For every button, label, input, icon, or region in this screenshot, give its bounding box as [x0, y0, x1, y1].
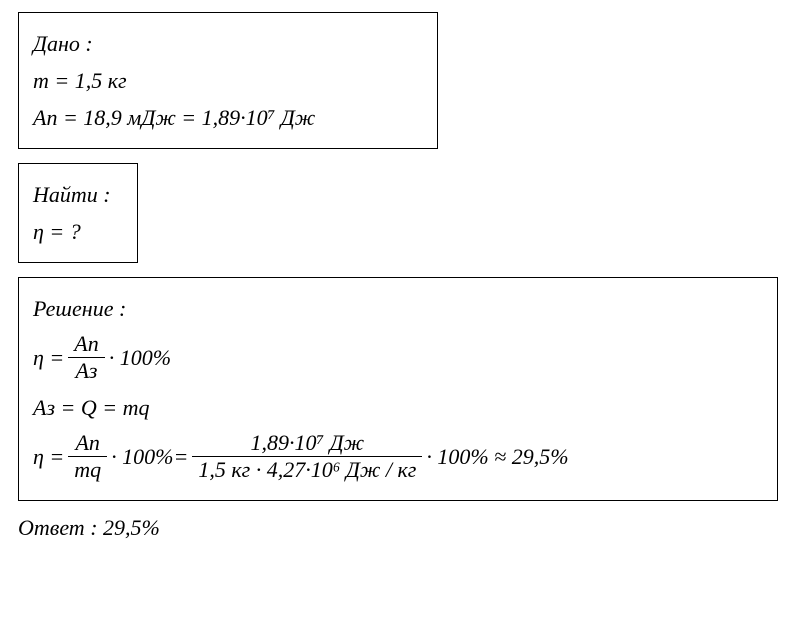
eta-symbol-2: η = — [33, 444, 64, 470]
given-heading: Дано : — [33, 27, 423, 60]
find-box: Найти : η = ? — [18, 163, 138, 263]
answer-line: Ответ : 29,5% — [18, 515, 782, 541]
az-equation: Aз = Q = mq — [33, 391, 763, 424]
percent-2: · 100% — [111, 444, 173, 470]
frac3-num: 1,89·10⁷ Дж — [192, 430, 422, 457]
fraction-1: Aп Aз — [68, 331, 104, 385]
eta-symbol: η = — [33, 345, 64, 371]
solution-eq1: η = Aп Aз · 100% — [33, 331, 763, 385]
frac2-num: Aп — [68, 430, 107, 457]
frac1-num: Aп — [68, 331, 104, 358]
solution-box: Решение : η = Aп Aз · 100% Aз = Q = mq η… — [18, 277, 778, 501]
given-work: Aп = 18,9 мДж = 1,89·10⁷ Дж — [33, 101, 423, 134]
frac3-den: 1,5 кг · 4,27·10⁶ Дж / кг — [192, 457, 422, 483]
fraction-3: 1,89·10⁷ Дж 1,5 кг · 4,27·10⁶ Дж / кг — [192, 430, 422, 484]
equals-sign: = — [173, 444, 188, 470]
find-eta: η = ? — [33, 215, 123, 248]
solution-eq2: η = Aп mq · 100% = 1,89·10⁷ Дж 1,5 кг · … — [33, 430, 763, 484]
given-box: Дано : m = 1,5 кг Aп = 18,9 мДж = 1,89·1… — [18, 12, 438, 149]
result-text: · 100% ≈ 29,5% — [426, 444, 568, 470]
solution-heading: Решение : — [33, 292, 763, 325]
given-mass: m = 1,5 кг — [33, 64, 423, 97]
frac2-den: mq — [68, 457, 107, 483]
find-heading: Найти : — [33, 178, 123, 211]
frac1-den: Aз — [68, 358, 104, 384]
fraction-2: Aп mq — [68, 430, 107, 484]
percent-1: · 100% — [109, 345, 171, 371]
